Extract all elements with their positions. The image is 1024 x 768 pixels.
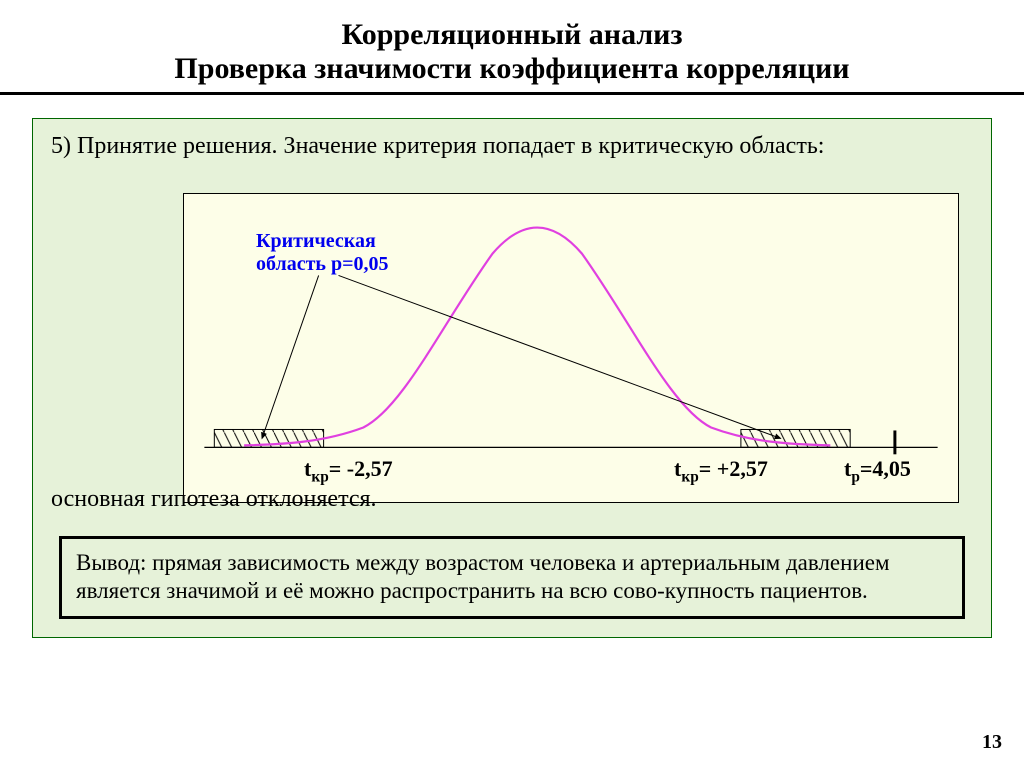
xlabel-tkr-neg: tкр= -2,57 — [304, 456, 393, 486]
xlabel-tkr-pos: tкр= +2,57 — [674, 456, 768, 486]
lead-text: 5) Принятие решения. Значение критерия п… — [33, 119, 991, 160]
title-line-1: Корреляционный анализ — [0, 18, 1024, 52]
conclusion-text: Вывод: прямая зависимость между возрасто… — [76, 550, 890, 604]
slide-page: Корреляционный анализ Проверка значимост… — [0, 0, 1024, 768]
xlabel-tp: tр=4,05 — [844, 456, 911, 486]
arrow-to-right-region — [339, 275, 781, 438]
annot-line1: Критическая — [256, 230, 376, 252]
page-number: 13 — [982, 731, 1002, 754]
title-block: Корреляционный анализ Проверка значимост… — [0, 0, 1024, 95]
chart-panel: Критическая область p=0,05 tкр= -2,57 tк… — [183, 193, 959, 503]
content-panel: 5) Принятие решения. Значение критерия п… — [32, 118, 992, 638]
arrow-to-left-region — [262, 275, 319, 438]
title-rule — [0, 92, 1024, 95]
hypothesis-footer: основная гипотеза отклоняется. — [51, 486, 377, 513]
conclusion-box: Вывод: прямая зависимость между возрасто… — [59, 536, 965, 620]
title-line-2: Проверка значимости коэффициента корреля… — [0, 52, 1024, 86]
annot-line2: область p=0,05 — [256, 253, 389, 275]
critical-region-annotation: Критическая область p=0,05 — [256, 230, 389, 276]
